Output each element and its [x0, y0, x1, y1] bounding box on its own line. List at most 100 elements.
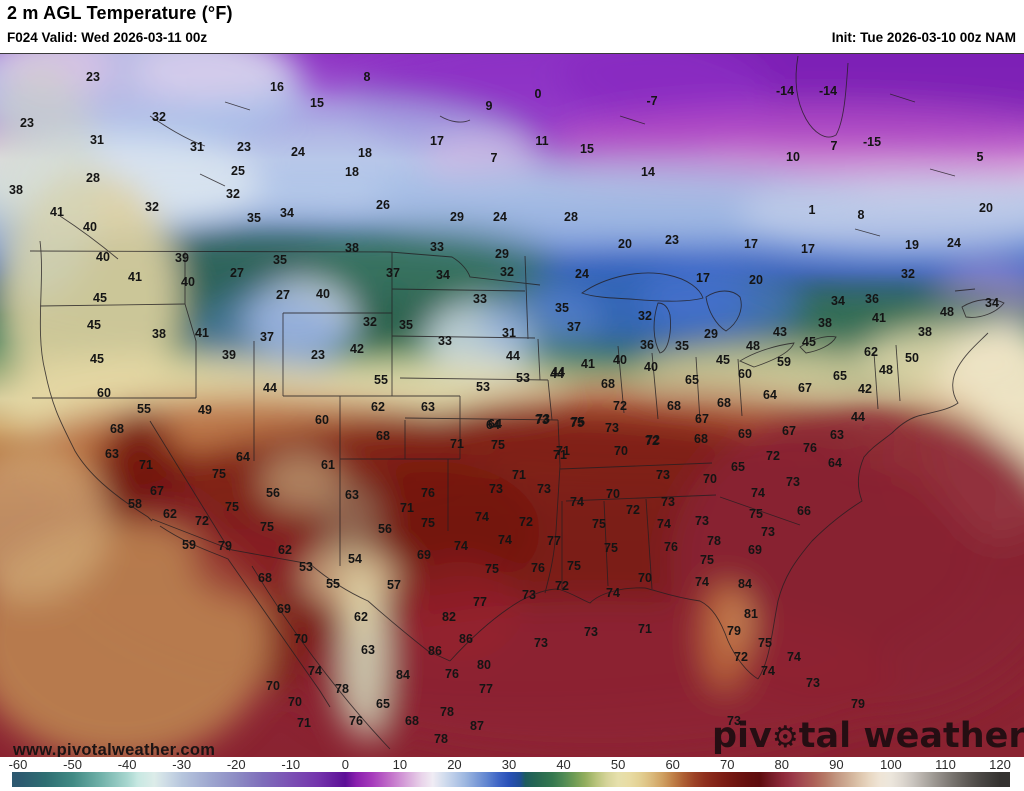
temp-label: 40 — [316, 287, 330, 301]
temp-label: 84 — [738, 577, 752, 591]
temp-label: 60 — [315, 413, 329, 427]
temp-label: 72 — [766, 449, 780, 463]
temp-label: 38 — [345, 241, 359, 255]
temp-label: 24 — [947, 236, 961, 250]
colorbar-tick: -10 — [281, 757, 301, 772]
temp-label: 31 — [502, 326, 516, 340]
temp-label: 80 — [477, 658, 491, 672]
temp-label: 72 — [195, 514, 209, 528]
temp-label: 69 — [277, 602, 291, 616]
url-watermark: www.pivotalweather.com — [13, 741, 216, 757]
temp-label: 64 — [763, 388, 777, 402]
temp-label: 37 — [567, 320, 581, 334]
temp-label: 44 — [851, 410, 865, 424]
temp-label: 69 — [748, 543, 762, 557]
temp-label: 11 — [535, 134, 549, 148]
colorbar-tick: 0 — [341, 757, 349, 772]
temperature-field — [0, 54, 1024, 757]
temp-label: 31 — [190, 140, 204, 154]
temp-label: 73 — [786, 475, 800, 489]
temp-label: 19 — [905, 238, 919, 252]
temp-label: 63 — [105, 447, 119, 461]
temp-label: 33 — [473, 292, 487, 306]
temp-label: -7 — [646, 94, 658, 108]
temp-label: 66 — [797, 504, 811, 518]
temp-label: 41 — [195, 326, 209, 340]
temp-label: 57 — [387, 578, 401, 592]
temp-label: 67 — [798, 381, 812, 395]
temp-label: 32 — [145, 200, 159, 214]
temperature-labels: 23 16 8 15 23 32 9 31 31 23 24 18 17 28 25 18 38 32 32 34 35… — [0, 54, 1024, 757]
temp-label: 69 — [417, 548, 431, 562]
temp-label: 23 — [311, 348, 325, 362]
temp-label: 17 — [430, 134, 444, 148]
temp-label: 76 — [664, 540, 678, 554]
temp-label: 68 — [110, 422, 124, 436]
temp-label: 17 — [744, 237, 758, 251]
temp-label: 74 — [308, 664, 322, 678]
temp-label: 58 — [128, 497, 142, 511]
temp-label: 15 — [580, 142, 594, 156]
temp-label: 68 — [667, 399, 681, 413]
colorbar-tick: 40 — [556, 757, 571, 772]
temp-label: 73 — [536, 412, 550, 426]
temp-label: 73 — [522, 588, 536, 602]
temp-label: 27 — [230, 266, 244, 280]
temp-label: 40 — [181, 275, 195, 289]
temp-label: 37 — [260, 330, 274, 344]
temp-label: 70 — [606, 487, 620, 501]
temp-label: 73 — [534, 636, 548, 650]
temp-label: 42 — [350, 342, 364, 356]
temp-label: 36 — [865, 292, 879, 306]
temp-label: 34 — [985, 296, 999, 310]
temp-label: 15 — [310, 96, 324, 110]
temp-label: 82 — [442, 610, 456, 624]
model-init-time: Init: Tue 2026-03-10 00z NAM — [831, 30, 1016, 45]
temp-label: 73 — [695, 514, 709, 528]
temp-label: 64 — [828, 456, 842, 470]
temp-label: 28 — [86, 171, 100, 185]
temp-label: 62 — [278, 543, 292, 557]
temp-label: 75 — [567, 559, 581, 573]
temp-label: 70 — [288, 695, 302, 709]
temp-label: 38 — [9, 183, 23, 197]
temp-label: 24 — [493, 210, 507, 224]
colorbar-gradient — [12, 772, 1010, 787]
temp-label: 73 — [761, 525, 775, 539]
colorbar-tick: -60 — [8, 757, 28, 772]
temp-label: 71 — [139, 458, 153, 472]
temp-label: 37 — [386, 266, 400, 280]
colorbar-tick: 10 — [392, 757, 408, 772]
temp-label: 41 — [581, 357, 595, 371]
temp-label: 78 — [335, 682, 349, 696]
temp-label: 25 — [231, 164, 245, 178]
temp-label: 73 — [806, 676, 820, 690]
temp-label: 62 — [371, 400, 385, 414]
colorbar-tick: 60 — [665, 757, 680, 772]
temp-label: 76 — [531, 561, 545, 575]
temp-label: 16 — [270, 80, 284, 94]
temp-label: 41 — [50, 205, 64, 219]
temp-label: 44 — [551, 365, 565, 379]
temp-label: 71 — [450, 437, 464, 451]
temp-label: 45 — [93, 291, 107, 305]
temp-label: 74 — [657, 517, 671, 531]
temp-label: 38 — [918, 325, 932, 339]
temp-label: 14 — [641, 165, 655, 179]
temp-label: 40 — [83, 220, 97, 234]
temp-label: 28 — [564, 210, 578, 224]
temp-label: 75 — [260, 520, 274, 534]
temp-label: -14 — [775, 84, 795, 98]
temp-label: 35 — [273, 253, 287, 267]
colorbar-tick: -50 — [63, 757, 82, 772]
temp-label: 41 — [872, 311, 886, 325]
temp-label: 75 — [421, 516, 435, 530]
temp-label: 78 — [440, 705, 454, 719]
temp-label: 79 — [851, 697, 865, 711]
temp-label: 61 — [321, 458, 335, 472]
temp-label: 79 — [218, 539, 232, 553]
temp-label: 35 — [247, 211, 261, 225]
temp-label: 29 — [450, 210, 464, 224]
temp-label: 5 — [976, 150, 984, 164]
temp-label: 75 — [749, 507, 763, 521]
